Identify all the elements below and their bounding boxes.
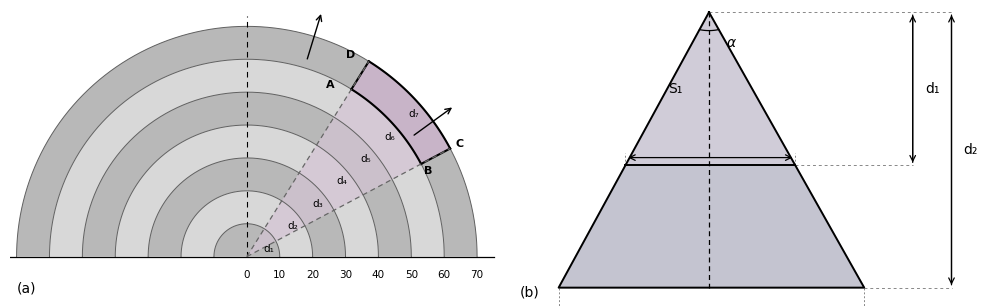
Text: 0: 0	[244, 270, 250, 280]
Polygon shape	[181, 191, 313, 257]
Text: d₁: d₁	[264, 244, 275, 254]
Polygon shape	[247, 229, 276, 257]
Text: α: α	[726, 36, 735, 50]
Text: d₄: d₄	[336, 176, 347, 186]
Text: d₁: d₁	[925, 82, 939, 96]
Polygon shape	[351, 61, 450, 164]
Text: d₆: d₆	[384, 132, 395, 141]
Text: D: D	[346, 50, 356, 60]
Text: 30: 30	[339, 270, 352, 280]
Polygon shape	[317, 117, 392, 195]
Text: (a): (a)	[17, 282, 36, 296]
Text: d₃: d₃	[312, 199, 323, 209]
Polygon shape	[148, 158, 346, 257]
Text: 70: 70	[471, 270, 484, 280]
Polygon shape	[299, 145, 363, 210]
Text: 60: 60	[438, 270, 451, 280]
Polygon shape	[82, 92, 411, 257]
Text: d₅: d₅	[360, 154, 371, 164]
Text: d₂: d₂	[288, 221, 299, 231]
Polygon shape	[49, 59, 444, 257]
Text: (b): (b)	[520, 286, 540, 300]
Polygon shape	[17, 26, 477, 257]
Text: d₂: d₂	[964, 143, 978, 157]
Text: B: B	[424, 166, 433, 176]
Text: 10: 10	[273, 270, 286, 280]
Text: C: C	[455, 139, 463, 149]
Polygon shape	[559, 165, 864, 288]
Text: d₇: d₇	[408, 109, 419, 119]
Text: 40: 40	[372, 270, 385, 280]
Text: 50: 50	[405, 270, 418, 280]
Polygon shape	[264, 201, 305, 241]
Polygon shape	[214, 224, 280, 257]
Polygon shape	[282, 173, 334, 226]
Polygon shape	[625, 12, 795, 165]
Polygon shape	[334, 89, 421, 179]
Polygon shape	[115, 125, 378, 257]
Text: A: A	[326, 80, 335, 90]
Text: 20: 20	[306, 270, 319, 280]
Text: S₁: S₁	[668, 82, 682, 96]
